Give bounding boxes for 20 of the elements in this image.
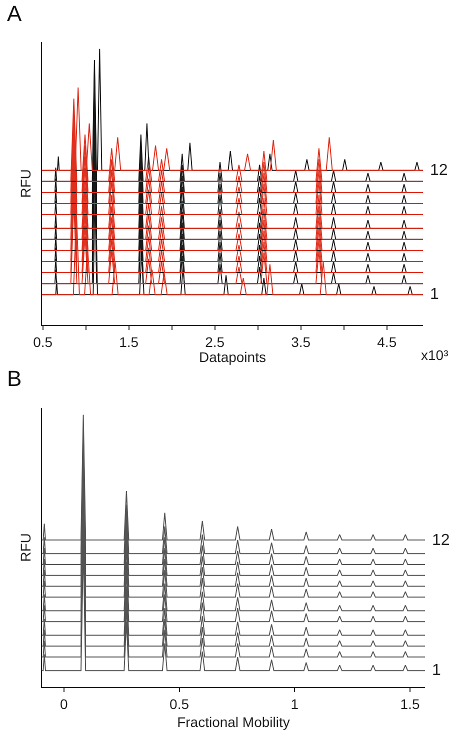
chart-title: B — [6, 366, 22, 391]
x-tick-label: 0.5 — [33, 334, 53, 350]
x-tick-label: 4.5 — [377, 334, 397, 350]
y-axis-title: RFU — [18, 533, 34, 562]
x-tick-label: 0 — [60, 696, 68, 712]
x-tick-label: 0.5 — [170, 696, 190, 712]
chart-title: A — [6, 0, 22, 26]
series-label: 1 — [432, 662, 441, 679]
x-tick-label: 1.5 — [119, 334, 139, 350]
x-tick-label: 1.5 — [400, 696, 420, 712]
series-label: 12 — [430, 162, 448, 179]
x-axis-title: Fractional Mobility — [177, 714, 290, 730]
x-axis-title: Datapoints — [199, 349, 266, 365]
series-label: 1 — [430, 286, 439, 303]
y-axis-title: RFU — [18, 169, 34, 198]
x-tick-label: 3.5 — [291, 334, 311, 350]
x-tick-label: 1 — [290, 696, 299, 712]
text: x10³ — [421, 347, 449, 363]
x-tick-label: 2.5 — [205, 334, 225, 350]
series-label: 12 — [432, 532, 450, 549]
